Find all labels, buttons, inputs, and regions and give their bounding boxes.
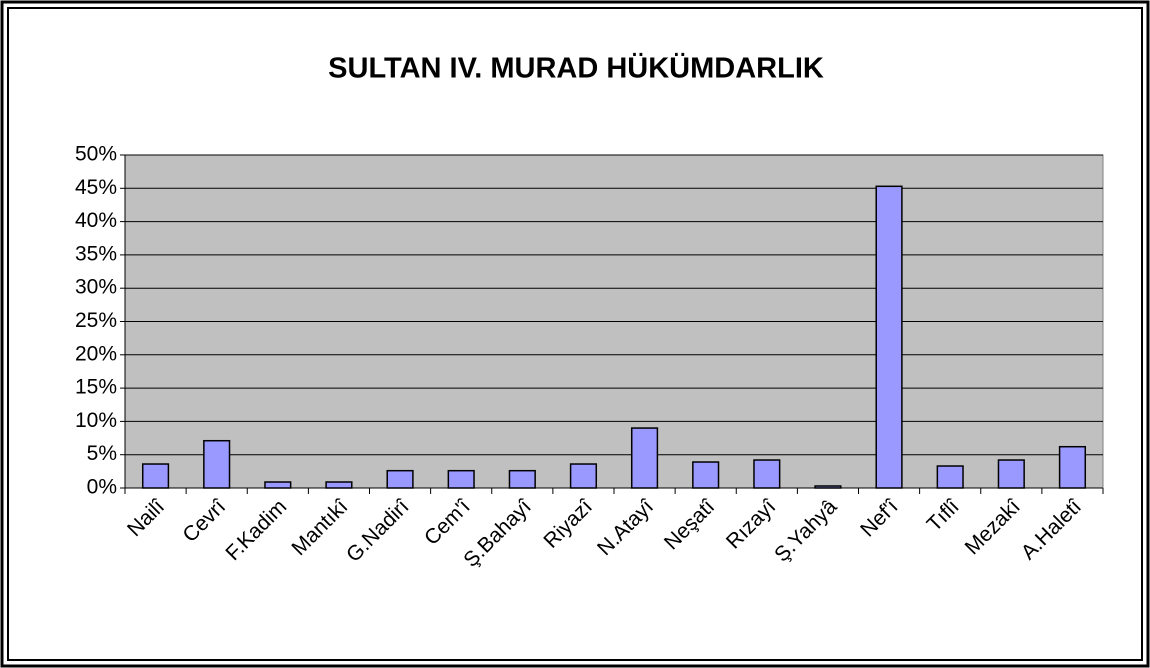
y-tick-label: 30% <box>75 276 117 299</box>
bar <box>630 427 659 489</box>
bar <box>814 485 842 489</box>
bar <box>875 185 903 489</box>
y-tick-label: 15% <box>75 376 117 399</box>
bar <box>386 469 414 489</box>
bar <box>264 481 292 489</box>
y-tick-label: 20% <box>75 342 117 365</box>
chart-title: SULTAN IV. MURAD HÜKÜMDARLIK <box>328 52 824 85</box>
bar <box>692 461 720 489</box>
inner-frame <box>7 7 1143 661</box>
bar <box>325 481 353 489</box>
y-tick-label: 40% <box>75 209 117 232</box>
y-tick-label: 10% <box>75 409 117 432</box>
y-tick-label: 50% <box>75 143 117 166</box>
bar <box>203 439 231 489</box>
y-tick-label: 0% <box>87 476 117 499</box>
bar <box>936 465 964 489</box>
bar <box>1058 445 1087 489</box>
bar <box>141 463 170 489</box>
y-tick-label: 45% <box>75 176 117 199</box>
bar <box>997 459 1025 489</box>
bar <box>753 459 781 489</box>
bar <box>569 463 598 489</box>
y-tick-label: 5% <box>87 442 117 465</box>
bar <box>508 469 536 489</box>
bar <box>447 469 475 489</box>
y-tick-label: 25% <box>75 309 117 332</box>
y-tick-label: 35% <box>75 242 117 265</box>
